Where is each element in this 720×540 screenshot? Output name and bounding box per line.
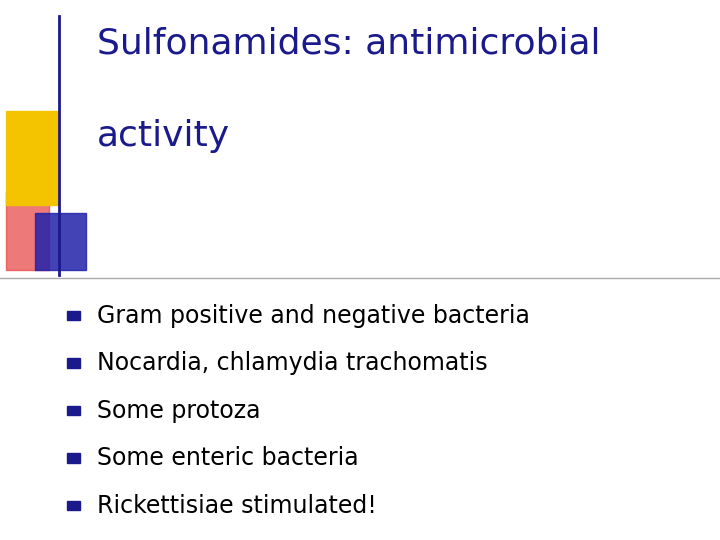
Bar bbox=[35, 213, 86, 270]
Bar bbox=[67, 310, 80, 320]
Bar bbox=[6, 192, 49, 270]
Bar bbox=[67, 406, 80, 415]
Text: Gram positive and negative bacteria: Gram positive and negative bacteria bbox=[97, 304, 530, 328]
Bar bbox=[67, 358, 80, 368]
Text: activity: activity bbox=[97, 119, 230, 153]
Text: Sulfonamides: antimicrobial: Sulfonamides: antimicrobial bbox=[97, 27, 600, 61]
Text: Nocardia, chlamydia trachomatis: Nocardia, chlamydia trachomatis bbox=[97, 352, 488, 375]
Text: Some enteric bacteria: Some enteric bacteria bbox=[97, 447, 359, 470]
Text: Rickettisiae stimulated!: Rickettisiae stimulated! bbox=[97, 494, 377, 518]
Text: Some protoza: Some protoza bbox=[97, 399, 261, 423]
Bar bbox=[67, 501, 80, 510]
Bar bbox=[67, 453, 80, 463]
Bar bbox=[6, 111, 58, 205]
